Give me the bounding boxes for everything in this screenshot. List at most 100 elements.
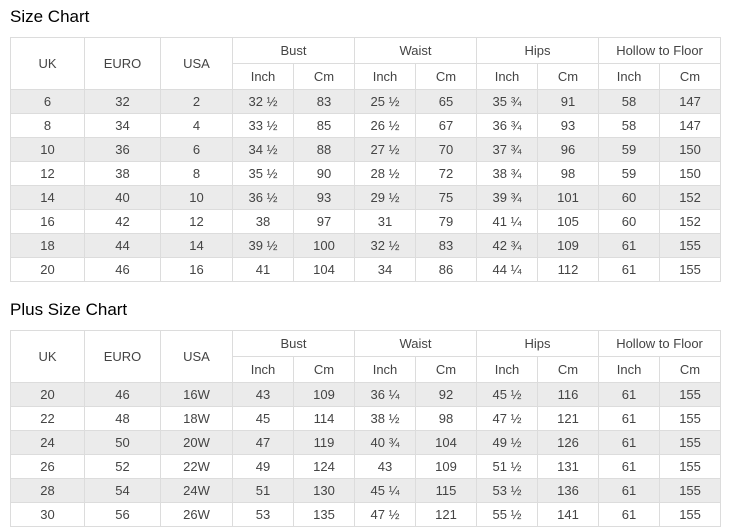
size-chart-table-head: UK EURO USA Bust Waist Hips Hollow to Fl…	[10, 37, 722, 90]
plus-size-chart-title: Plus Size Chart	[10, 300, 128, 319]
table-cell: 27 ½	[354, 137, 417, 162]
table-cell: 155	[659, 382, 722, 407]
table-cell: 90	[292, 161, 356, 186]
table-cell: 47 ½	[354, 502, 417, 527]
table-cell: 28	[10, 478, 85, 503]
table-cell: 141	[537, 502, 600, 527]
table-cell: 10	[10, 137, 85, 162]
table-cell: 61	[598, 382, 661, 407]
table-row: 12 38 8 35 ½ 90 28 ½ 72 38 ¾ 98 59 150	[10, 161, 722, 186]
table-row: 14 40 10 36 ½ 93 29 ½ 75 39 ¾ 101 60 152	[10, 185, 722, 210]
table-cell: 109	[537, 233, 600, 258]
table-cell: 155	[659, 502, 722, 527]
table-cell: 34	[354, 257, 417, 282]
table-cell: 22W	[160, 454, 233, 479]
table-cell: 100	[292, 233, 356, 258]
table-header-row-groups: UK EURO USA Bust Waist Hips Hollow to Fl…	[10, 330, 722, 383]
table-cell: 131	[537, 454, 600, 479]
table-cell: 126	[537, 430, 600, 455]
table-cell: 30	[10, 502, 85, 527]
table-cell: 135	[292, 502, 356, 527]
table-cell: 32 ½	[232, 89, 294, 114]
table-cell: 36	[84, 137, 161, 162]
size-chart-title: Size Chart	[10, 7, 90, 26]
table-cell: 41 ¼	[476, 209, 539, 234]
unit-header-hollow-inch: Inch	[598, 63, 661, 90]
table-cell: 35 ¾	[476, 89, 539, 114]
table-row: 10 36 6 34 ½ 88 27 ½ 70 37 ¾ 96 59 150	[10, 137, 722, 162]
table-cell: 101	[537, 185, 600, 210]
table-cell: 43	[232, 382, 294, 407]
table-cell: 152	[659, 185, 722, 210]
table-cell: 12	[160, 209, 233, 234]
table-cell: 98	[537, 161, 600, 186]
table-cell: 47 ½	[476, 406, 539, 431]
table-row: 6 32 2 32 ½ 83 25 ½ 65 35 ¾ 91 58 147	[10, 89, 722, 114]
table-cell: 36 ½	[232, 185, 294, 210]
table-cell: 12	[10, 161, 85, 186]
table-row: 22 48 18W 45 114 38 ½ 98 47 ½ 121 61 155	[10, 406, 722, 431]
table-cell: 61	[598, 430, 661, 455]
table-cell: 26W	[160, 502, 233, 527]
table-cell: 155	[659, 257, 722, 282]
table-cell: 45	[232, 406, 294, 431]
table-cell: 67	[415, 113, 478, 138]
unit-header-waist-cm: Cm	[415, 356, 478, 383]
table-cell: 96	[537, 137, 600, 162]
table-cell: 58	[598, 89, 661, 114]
table-cell: 97	[292, 209, 356, 234]
table-cell: 150	[659, 161, 722, 186]
table-cell: 58	[598, 113, 661, 138]
table-cell: 10	[160, 185, 233, 210]
table-cell: 88	[292, 137, 356, 162]
table-cell: 31	[354, 209, 417, 234]
table-cell: 121	[415, 502, 478, 527]
table-cell: 47	[232, 430, 294, 455]
table-cell: 28 ½	[354, 161, 417, 186]
table-cell: 79	[415, 209, 478, 234]
table-cell: 86	[415, 257, 478, 282]
table-cell: 35 ½	[232, 161, 294, 186]
table-cell: 104	[415, 430, 478, 455]
table-cell: 42	[84, 209, 161, 234]
table-cell: 155	[659, 478, 722, 503]
table-cell: 49 ½	[476, 430, 539, 455]
table-cell: 93	[292, 185, 356, 210]
group-header-bust: Bust	[231, 37, 356, 64]
plus-size-chart-table-head: UK EURO USA Bust Waist Hips Hollow to Fl…	[10, 330, 722, 383]
group-header-bust: Bust	[231, 330, 356, 357]
table-cell: 115	[415, 478, 478, 503]
table-cell: 54	[84, 478, 161, 503]
table-cell: 36 ¼	[354, 382, 417, 407]
table-cell: 116	[537, 382, 600, 407]
unit-header-waist-cm: Cm	[415, 63, 478, 90]
header-cell-euro: EURO	[84, 37, 161, 90]
table-cell: 34	[84, 113, 161, 138]
table-cell: 70	[415, 137, 478, 162]
table-cell: 38	[232, 209, 294, 234]
table-cell: 43	[354, 454, 417, 479]
table-cell: 83	[292, 89, 356, 114]
table-cell: 38 ½	[354, 406, 417, 431]
unit-header-hips-inch: Inch	[476, 63, 539, 90]
group-header-hips: Hips	[476, 330, 600, 357]
table-cell: 14	[10, 185, 85, 210]
table-row: 24 50 20W 47 119 40 ¾ 104 49 ½ 126 61 155	[10, 430, 722, 455]
unit-header-hollow-cm: Cm	[659, 356, 722, 383]
table-cell: 24W	[160, 478, 233, 503]
unit-header-waist-inch: Inch	[354, 63, 417, 90]
table-cell: 105	[537, 209, 600, 234]
table-cell: 39 ¾	[476, 185, 539, 210]
table-cell: 109	[415, 454, 478, 479]
table-cell: 93	[537, 113, 600, 138]
table-cell: 48	[84, 406, 161, 431]
unit-header-hips-cm: Cm	[537, 356, 600, 383]
table-cell: 18W	[160, 406, 233, 431]
table-cell: 85	[292, 113, 356, 138]
unit-header-hips-inch: Inch	[476, 356, 539, 383]
table-cell: 16	[160, 257, 233, 282]
group-header-waist: Waist	[354, 330, 478, 357]
table-cell: 22	[10, 406, 85, 431]
table-cell: 155	[659, 406, 722, 431]
